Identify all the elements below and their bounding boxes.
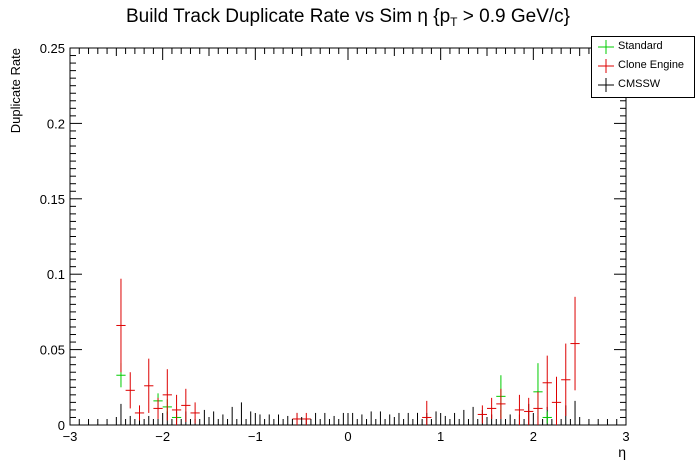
- data-point-clone-engine-16: [524, 397, 534, 425]
- y-tick-label: 0.1: [47, 267, 65, 282]
- data-point-clone-engine-2: [134, 405, 145, 421]
- x-tick-label: −2: [155, 429, 170, 444]
- x-tick-label: 3: [622, 429, 629, 444]
- data-point-clone-engine-15: [514, 394, 525, 425]
- x-tick-label: −1: [248, 429, 263, 444]
- y-tick-label: 0.15: [40, 192, 65, 207]
- data-point-clone-engine-3: [144, 358, 154, 413]
- legend-label-clone-engine: Clone Engine: [618, 59, 685, 71]
- y-tick-label: 0.05: [40, 343, 65, 358]
- chart-title-end: > 0.9 GeV/c}: [457, 6, 571, 27]
- data-point-clone-engine-18: [542, 355, 552, 410]
- x-tick-label: 1: [437, 429, 444, 444]
- data-point-clone-engine-4: [153, 397, 163, 419]
- plot-area: [69, 47, 627, 426]
- y-tick-label: 0: [58, 418, 65, 433]
- data-point-clone-engine-21: [570, 296, 580, 391]
- legend: Standard Clone Engine CMSSW: [591, 36, 695, 98]
- y-axis-label: Duplicate Rate: [8, 48, 23, 133]
- chart-title-main: Build Track Duplicate Rate vs Sim η {p: [125, 6, 451, 27]
- legend-label-cmssw: CMSSW: [618, 78, 661, 90]
- data-point-clone-engine-0: [116, 278, 126, 373]
- chart-title-subscript: T: [450, 15, 458, 29]
- legend-item-clone-engine: Clone Engine: [592, 57, 694, 75]
- x-tick-label: 2: [530, 429, 537, 444]
- legend-marker-standard: [598, 40, 614, 54]
- legend-marker-cmssw: [598, 78, 614, 92]
- data-point-standard-6: [542, 411, 552, 424]
- legend-label-standard: Standard: [618, 40, 663, 52]
- data-point-clone-engine-19: [551, 376, 562, 425]
- axes: −3 −2 −1 0 1 2 3 0 0.05 0.1 0.15 0.2 0.25 η Duplicate …: [8, 41, 630, 460]
- y-tick-label: 0.25: [40, 41, 65, 56]
- data-point-clone-engine-12: [477, 405, 487, 424]
- data-point-clone-engine-17: [533, 391, 543, 425]
- data-point-clone-engine-13: [487, 397, 497, 419]
- data-series: [116, 278, 580, 425]
- x-tick-label: −3: [63, 429, 78, 444]
- legend-marker-clone-engine: [598, 59, 614, 73]
- data-point-clone-engine-20: [561, 343, 571, 416]
- plot-frame: [69, 47, 627, 426]
- data-point-clone-engine-8: [190, 402, 200, 424]
- data-point-clone-engine-6: [171, 394, 182, 425]
- chart-title: Build Track Duplicate Rate vs Sim η {pT …: [0, 6, 696, 29]
- legend-item-standard: Standard: [592, 38, 694, 56]
- data-point-clone-engine-5: [162, 369, 172, 421]
- y-tick-label: 0.2: [47, 116, 65, 131]
- x-axis-label: η: [618, 444, 626, 460]
- data-point-clone-engine-11: [422, 400, 432, 425]
- data-point-clone-engine-14: [496, 388, 506, 419]
- x-tick-label: 0: [344, 429, 351, 444]
- legend-item-cmssw: CMSSW: [592, 76, 694, 94]
- data-point-clone-engine-10: [301, 412, 311, 425]
- data-point-clone-engine-9: [292, 412, 302, 425]
- data-point-clone-engine-1: [125, 372, 135, 409]
- data-point-clone-engine-7: [181, 388, 191, 422]
